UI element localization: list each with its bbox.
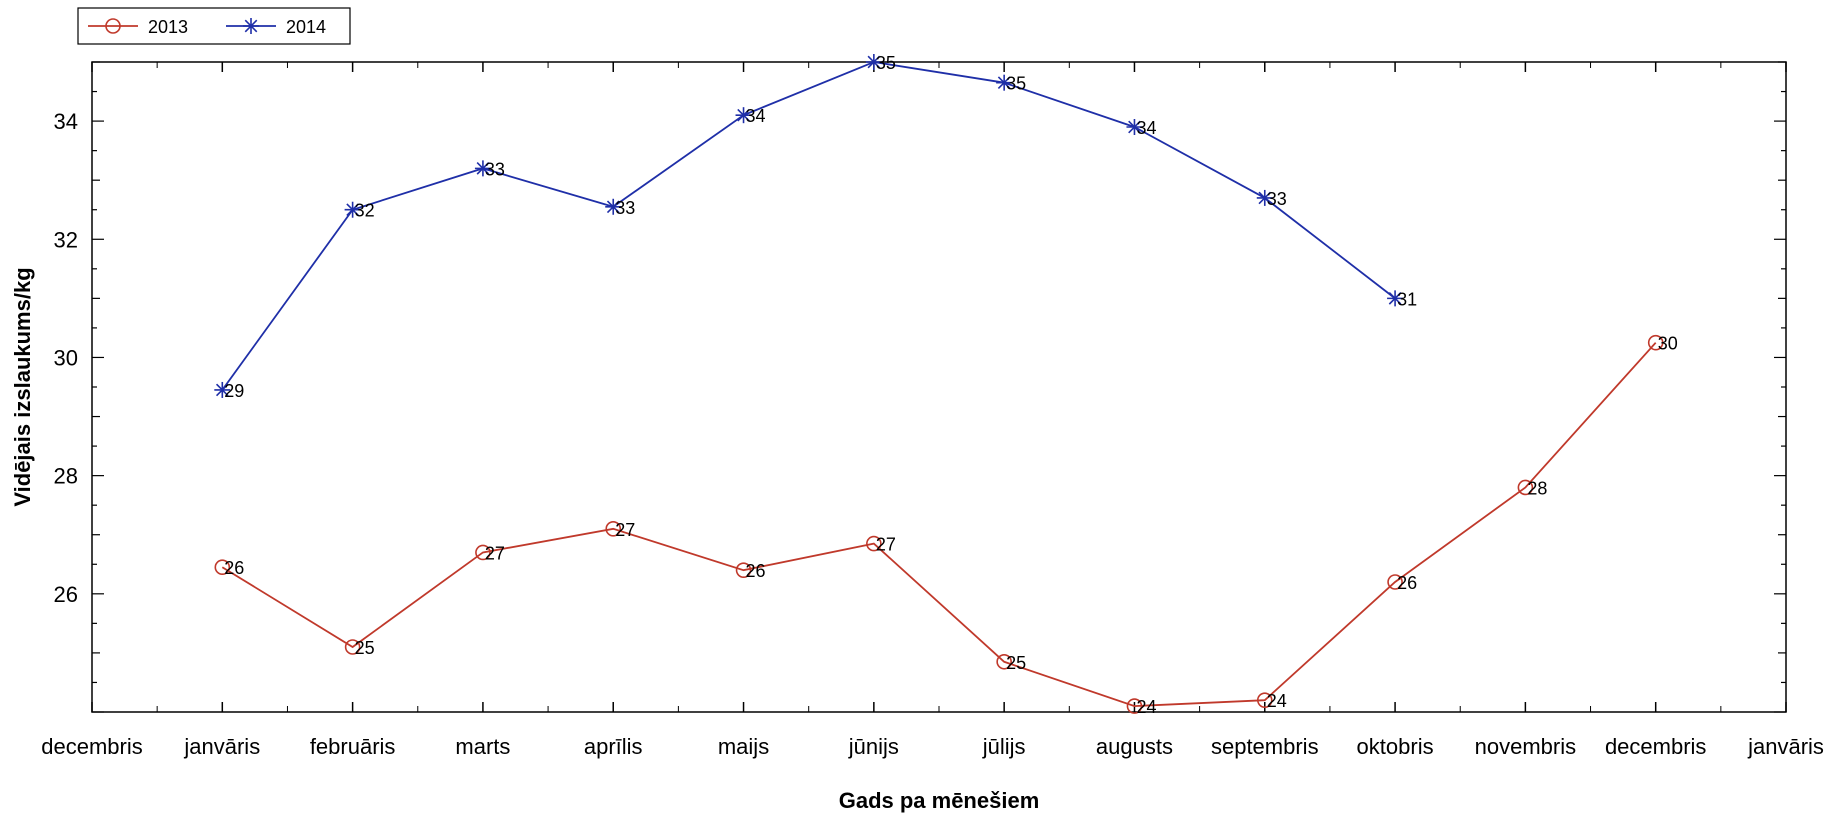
data-label: 24 — [1136, 697, 1156, 717]
data-label: 35 — [876, 53, 896, 73]
data-point-marker — [214, 559, 231, 576]
x-tick-label: augusts — [1096, 734, 1173, 759]
x-tick-label: aprīlis — [584, 734, 643, 759]
data-point-marker — [996, 653, 1012, 670]
series-2013: 26 25 27 27 26 27 25 24 24 26 28 30 — [214, 334, 1678, 717]
data-point-marker — [474, 160, 491, 177]
data-point-marker — [1256, 692, 1273, 708]
y-tick-label: 34 — [54, 109, 78, 134]
data-label: 27 — [615, 520, 635, 540]
data-label: 27 — [876, 535, 896, 555]
data-point-marker — [1647, 334, 1664, 351]
x-tick-label: janvāris — [183, 734, 260, 759]
data-point-marker — [1126, 698, 1143, 714]
legend-item-2014: 2014 — [226, 17, 326, 37]
plot-border — [91, 61, 1787, 713]
data-point-marker — [1387, 574, 1403, 590]
data-point-marker — [214, 381, 231, 398]
data-label: 29 — [224, 381, 244, 401]
data-point-marker — [105, 18, 121, 34]
y-tick-label: 32 — [54, 227, 78, 252]
x-tick-label: decembris — [1605, 734, 1706, 759]
data-label: 32 — [355, 201, 375, 221]
data-label: 24 — [1267, 691, 1287, 711]
y-tick-label: 30 — [54, 345, 78, 370]
data-point-marker — [735, 107, 752, 124]
legend-label: 2013 — [148, 17, 188, 37]
plot-frame — [91, 61, 1787, 713]
x-tick-label: decembris — [41, 734, 142, 759]
y-tick-label: 28 — [54, 464, 78, 489]
data-label: 26 — [746, 561, 766, 581]
data-point-marker — [735, 562, 752, 578]
y-axis: 26 28 30 32 34 — [54, 61, 1786, 713]
data-point-marker — [605, 198, 622, 215]
y-axis-title: Vidējais izslaukums/kg — [10, 267, 35, 506]
data-label: 34 — [746, 106, 766, 126]
x-tick-label: novembris — [1475, 734, 1576, 759]
data-point-marker — [344, 639, 361, 655]
data-label: 25 — [1006, 653, 1026, 673]
x-tick-label: septembris — [1211, 734, 1319, 759]
x-axis: decembris janvāris februāris marts aprīlis ma… — [41, 62, 1824, 759]
data-point-marker — [243, 18, 259, 34]
x-tick-label: jūnijs — [848, 734, 899, 759]
series-line — [221, 61, 1396, 391]
y-tick-label: 26 — [54, 582, 78, 607]
x-tick-label: februāris — [310, 734, 396, 759]
data-label: 28 — [1527, 478, 1547, 498]
x-tick-label: marts — [455, 734, 510, 759]
data-label: 34 — [1136, 118, 1156, 138]
data-label: 26 — [1397, 573, 1417, 593]
data-point-marker — [1517, 479, 1534, 496]
data-point-marker — [865, 54, 882, 70]
data-label: 26 — [224, 558, 244, 578]
data-point-marker — [1256, 189, 1273, 206]
x-axis-title: Gads pa mēnešiem — [839, 788, 1040, 813]
data-point-marker — [605, 521, 622, 537]
data-label: 31 — [1397, 289, 1417, 309]
series-2014: 29 32 33 33 34 35 35 34 33 31 — [214, 53, 1417, 401]
data-point-marker — [996, 74, 1013, 91]
legend: 2013 2014 — [77, 7, 351, 45]
data-label: 33 — [485, 159, 505, 179]
data-label: 25 — [355, 638, 375, 658]
data-point-marker — [1387, 290, 1404, 307]
series-line — [221, 342, 1657, 707]
x-tick-label: maijs — [718, 734, 769, 759]
x-tick-label: oktobris — [1357, 734, 1434, 759]
data-point-marker — [344, 201, 361, 218]
x-tick-label: jūlijs — [982, 734, 1026, 759]
data-point-marker — [475, 544, 491, 561]
x-tick-label: janvāris — [1747, 734, 1824, 759]
data-point-marker — [1126, 119, 1143, 135]
series-layer: 26 25 27 27 26 27 25 24 24 26 28 30 29 32 33 33 34 35 35 34… — [214, 53, 1678, 717]
data-label: 33 — [615, 198, 635, 218]
data-label: 30 — [1658, 334, 1678, 354]
legend-label: 2014 — [286, 17, 326, 37]
data-label: 27 — [485, 543, 505, 563]
data-point-marker — [866, 535, 882, 552]
data-label: 33 — [1267, 189, 1287, 209]
data-label: 35 — [1006, 74, 1026, 94]
legend-item-2013: 2013 — [88, 17, 188, 37]
